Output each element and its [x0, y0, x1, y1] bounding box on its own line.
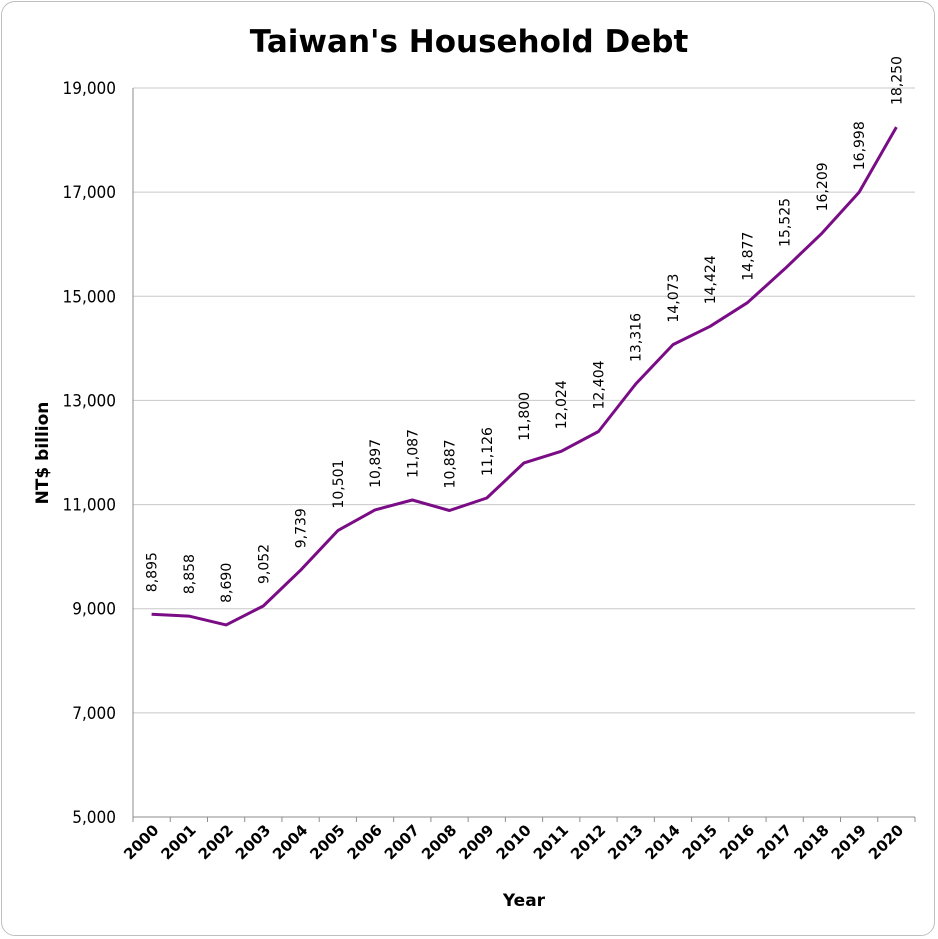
x-tick-label: 2012	[567, 821, 609, 863]
data-label: 12,404	[591, 360, 607, 409]
series-line	[151, 126, 898, 627]
y-tick-label: 5,000	[72, 808, 116, 828]
x-tick-label: 2002	[195, 821, 237, 863]
y-tick-label: 11,000	[63, 496, 117, 516]
x-tick-label: 2000	[120, 821, 162, 863]
x-tick-label: 2005	[306, 821, 348, 863]
gridlines	[133, 87, 915, 714]
data-label: 18,250	[889, 56, 905, 105]
y-tick-label: 17,000	[63, 183, 117, 203]
data-labels: 8,895 8,858 8,690 9,052 9,739 10,501 10,897 11,…	[145, 56, 906, 603]
data-label: 16,998	[852, 121, 868, 170]
x-tick-label: 2019	[828, 821, 870, 863]
x-tick-label: 2011	[530, 821, 572, 863]
x-tick-label: 2010	[493, 821, 535, 863]
y-tick-label: 7,000	[72, 704, 116, 724]
data-label: 11,126	[480, 427, 496, 476]
data-label: 9,052	[256, 544, 272, 584]
data-label: 10,501	[331, 460, 347, 509]
data-label: 11,087	[405, 429, 421, 478]
x-tick-label: 2020	[865, 821, 907, 863]
data-label: 10,887	[443, 439, 459, 488]
data-label: 8,895	[145, 552, 161, 592]
y-tick-labels: 5,000 7,000 9,000 11,000 13,000 15,000 17,000 1…	[63, 79, 117, 828]
series-layer	[151, 126, 898, 627]
data-label: 16,209	[815, 162, 831, 211]
y-tick-label: 9,000	[72, 600, 116, 620]
x-tick-label: 2006	[344, 821, 386, 863]
x-tick-label: 2016	[716, 821, 758, 863]
y-tick-label: 19,000	[63, 79, 117, 99]
data-label: 13,316	[629, 313, 645, 362]
data-label: 14,424	[703, 255, 719, 304]
y-axis-title: NT$ billion	[33, 402, 53, 505]
data-label: 9,739	[294, 508, 310, 548]
x-tick-label: 2008	[418, 821, 460, 863]
x-tick-label: 2014	[642, 821, 684, 863]
x-tick-label: 2009	[455, 821, 497, 863]
x-tick-label: 2015	[679, 821, 721, 863]
data-label: 11,800	[517, 392, 533, 441]
data-label: 10,897	[368, 439, 384, 488]
data-label: 8,690	[219, 563, 235, 603]
data-label: 15,525	[778, 198, 794, 247]
data-label: 14,073	[666, 274, 682, 323]
x-tick-labels: 2000200120022003200420052006200720082009…	[120, 821, 907, 863]
x-tick-label: 2004	[269, 821, 311, 863]
data-label: 12,024	[554, 380, 570, 429]
y-tick-label: 15,000	[63, 287, 117, 307]
x-tick-label: 2017	[753, 821, 795, 863]
data-label: 14,877	[740, 232, 756, 281]
x-tick-label: 2007	[381, 821, 423, 863]
chart-title: Taiwan's Household Debt	[250, 24, 689, 60]
axes	[132, 88, 916, 822]
data-label: 8,858	[182, 554, 198, 594]
x-tick-label: 2001	[157, 821, 199, 863]
x-tick-label: 2013	[604, 821, 646, 863]
x-axis-title: Year	[502, 891, 546, 911]
x-tick-label: 2003	[232, 821, 274, 863]
x-tick-label: 2018	[790, 821, 832, 863]
y-tick-label: 13,000	[63, 391, 117, 411]
